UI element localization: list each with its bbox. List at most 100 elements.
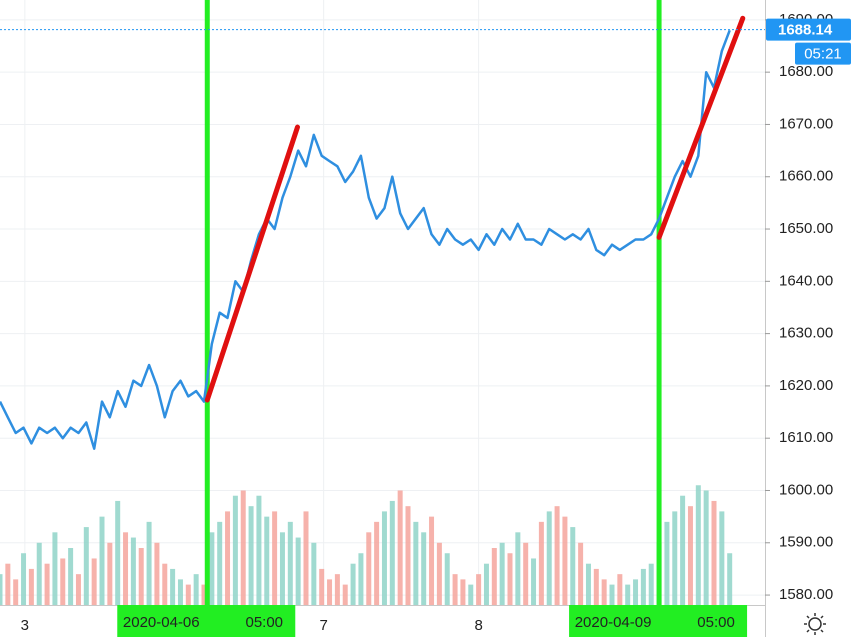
volume-bar bbox=[21, 553, 27, 605]
settings-icon[interactable] bbox=[804, 613, 826, 635]
volume-bar bbox=[279, 532, 285, 605]
volume-bar bbox=[523, 542, 529, 605]
volume-bar bbox=[695, 485, 701, 605]
last-price-box bbox=[766, 18, 851, 41]
volume-bar bbox=[648, 563, 654, 605]
volume-bar bbox=[162, 563, 168, 605]
volume-bar bbox=[413, 521, 419, 605]
volume-bar bbox=[13, 579, 19, 605]
volume-bar bbox=[374, 521, 380, 605]
volume-bar bbox=[585, 563, 591, 605]
volume-bar bbox=[562, 516, 568, 605]
volume-bar bbox=[719, 511, 725, 605]
price-line bbox=[0, 29, 731, 450]
volume-bar bbox=[672, 511, 678, 605]
volume-bar bbox=[436, 542, 442, 605]
volume-bar bbox=[146, 521, 152, 605]
volume-bar bbox=[593, 568, 599, 605]
volume-bar bbox=[617, 574, 623, 605]
volume-bar bbox=[334, 574, 340, 605]
volume-bar bbox=[256, 495, 262, 605]
highlight-date: 2020-04-09 bbox=[575, 614, 652, 631]
volume-bar bbox=[68, 548, 74, 605]
y-tick-label: 1650.00 bbox=[779, 220, 833, 237]
highlight-time: 05:00 bbox=[245, 614, 283, 631]
volume-bar bbox=[115, 500, 121, 605]
volume-bar bbox=[601, 579, 607, 605]
volume-bar bbox=[75, 574, 81, 605]
highlight-date: 2020-04-06 bbox=[123, 614, 200, 631]
volume-bar bbox=[640, 568, 646, 605]
volume-bar bbox=[123, 532, 129, 605]
volume-bar bbox=[609, 584, 615, 605]
volume-bar bbox=[429, 516, 435, 605]
volume-bar bbox=[350, 563, 356, 605]
volume-bar bbox=[287, 521, 293, 605]
volume-bar bbox=[421, 532, 427, 605]
x-tick-label: 3 bbox=[21, 617, 29, 634]
volume-bar bbox=[248, 506, 254, 605]
volume-bar bbox=[515, 532, 521, 605]
y-tick-label: 1610.00 bbox=[779, 429, 833, 446]
volume-bar bbox=[633, 579, 639, 605]
volume-bar bbox=[711, 500, 717, 605]
volume-bar bbox=[327, 579, 333, 605]
volume-bar bbox=[232, 495, 238, 605]
volume-bar bbox=[366, 532, 372, 605]
y-tick-label: 1640.00 bbox=[779, 272, 833, 289]
volume-bar bbox=[381, 511, 387, 605]
volume-bar bbox=[44, 563, 50, 605]
volume-bar bbox=[60, 558, 66, 605]
volume-bar bbox=[217, 521, 223, 605]
volume-bar bbox=[389, 500, 395, 605]
volume-bar bbox=[578, 542, 584, 605]
volume-bar bbox=[460, 579, 466, 605]
countdown-label: 05:21 bbox=[804, 46, 842, 63]
y-tick-label: 1620.00 bbox=[779, 377, 833, 394]
volume-bar bbox=[264, 516, 270, 605]
volume-bar bbox=[680, 495, 686, 605]
volume-bar bbox=[664, 521, 670, 605]
volume-bar bbox=[452, 574, 458, 605]
volume-bar bbox=[36, 542, 42, 605]
trend-line bbox=[204, 124, 300, 403]
volume-bar bbox=[546, 511, 552, 605]
volume-bar bbox=[483, 563, 489, 605]
volume-bar bbox=[193, 574, 199, 605]
y-tick-label: 1670.00 bbox=[779, 115, 833, 132]
volume-bar bbox=[727, 553, 733, 605]
highlight-time: 05:00 bbox=[697, 614, 735, 631]
volume-bar bbox=[507, 553, 513, 605]
y-tick-label: 1580.00 bbox=[779, 586, 833, 603]
volume-bar bbox=[491, 548, 497, 605]
volume-bar bbox=[170, 568, 176, 605]
volume-bar bbox=[185, 584, 191, 605]
volume-bar bbox=[99, 516, 105, 605]
volume-bar bbox=[28, 568, 34, 605]
x-tick-label: 7 bbox=[319, 617, 327, 634]
volume-bar bbox=[52, 532, 58, 605]
volume-bar bbox=[342, 584, 348, 605]
volume-bar bbox=[687, 506, 693, 605]
volume-bar bbox=[531, 558, 537, 605]
volume-bar bbox=[444, 553, 450, 605]
volume-bar bbox=[5, 563, 11, 605]
volume-bar bbox=[0, 574, 3, 605]
highlight-box bbox=[117, 605, 296, 637]
trend-line bbox=[656, 15, 746, 240]
y-tick-label: 1630.00 bbox=[779, 325, 833, 342]
volume-bar bbox=[303, 511, 309, 605]
volume-bar bbox=[83, 527, 89, 605]
volume-bar bbox=[130, 537, 136, 605]
volume-bar bbox=[554, 506, 560, 605]
volume-bar bbox=[295, 537, 301, 605]
y-tick-label: 1660.00 bbox=[779, 168, 833, 185]
volume-bar bbox=[703, 490, 709, 605]
volume-bar bbox=[538, 521, 544, 605]
volume-bar bbox=[405, 506, 411, 605]
x-tick-label: 8 bbox=[474, 617, 482, 634]
volume-bar bbox=[625, 584, 631, 605]
volume-bar bbox=[240, 490, 246, 605]
y-tick-label: 1590.00 bbox=[779, 534, 833, 551]
